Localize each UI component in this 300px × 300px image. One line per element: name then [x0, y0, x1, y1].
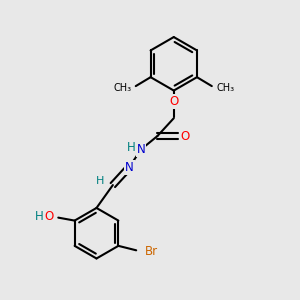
Text: H: H [35, 210, 44, 223]
Text: CH₃: CH₃ [113, 83, 131, 94]
Text: H: H [127, 141, 136, 154]
Text: O: O [44, 210, 53, 223]
Text: CH₃: CH₃ [216, 83, 234, 94]
Text: O: O [169, 95, 178, 108]
Text: O: O [180, 130, 189, 142]
Text: H: H [96, 176, 104, 186]
Text: Br: Br [145, 245, 158, 258]
Text: N: N [137, 143, 146, 156]
Text: N: N [125, 161, 134, 174]
